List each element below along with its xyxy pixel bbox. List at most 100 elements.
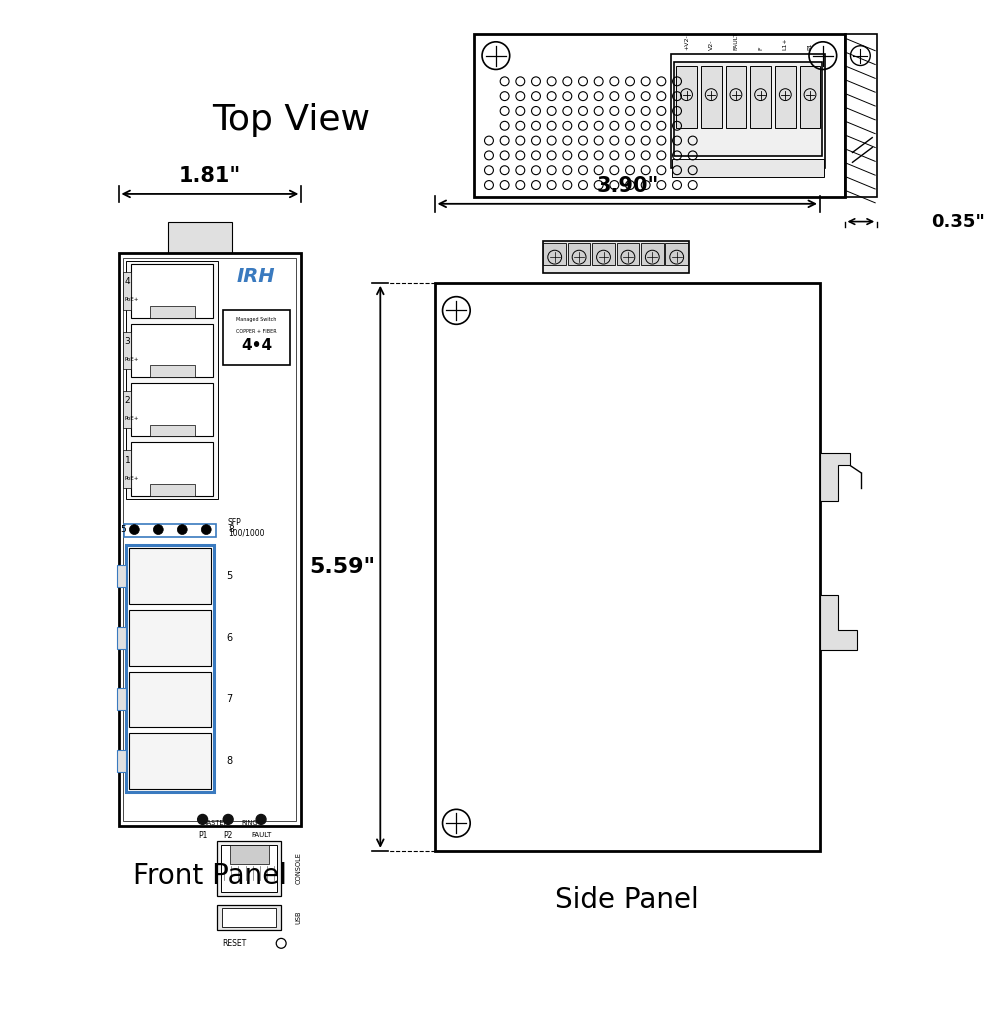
- Text: P2: P2: [224, 830, 233, 840]
- Bar: [701, 67, 722, 128]
- Text: FAULT: FAULT: [734, 32, 739, 50]
- Text: 3.90": 3.90": [596, 176, 658, 196]
- Bar: [799, 67, 820, 128]
- Bar: [131, 264, 213, 317]
- Polygon shape: [116, 688, 126, 711]
- Bar: [726, 67, 746, 128]
- Bar: [641, 244, 664, 265]
- Bar: [434, 283, 820, 851]
- Text: +V2-: +V2-: [684, 34, 689, 50]
- Bar: [131, 383, 213, 436]
- Bar: [123, 451, 131, 487]
- Text: 5: 5: [120, 525, 126, 535]
- Bar: [123, 391, 131, 428]
- Text: COPPER + FIBER: COPPER + FIBER: [237, 329, 276, 334]
- Bar: [168, 221, 233, 253]
- Text: USB: USB: [295, 910, 301, 925]
- Bar: [592, 244, 614, 265]
- Bar: [222, 908, 276, 927]
- Bar: [222, 845, 277, 892]
- Bar: [150, 425, 195, 436]
- Text: FAULT: FAULT: [250, 833, 271, 839]
- Bar: [129, 610, 211, 666]
- Text: PoE+: PoE+: [124, 356, 139, 361]
- Polygon shape: [820, 595, 858, 649]
- Bar: [150, 306, 195, 317]
- Text: 4: 4: [124, 278, 130, 287]
- Bar: [218, 905, 281, 930]
- Bar: [544, 244, 566, 265]
- Text: 1: 1: [124, 456, 130, 465]
- Bar: [568, 244, 590, 265]
- Circle shape: [202, 524, 211, 535]
- Bar: [750, 67, 771, 128]
- Text: MASTER: MASTER: [202, 820, 229, 826]
- Polygon shape: [116, 750, 126, 772]
- Bar: [131, 324, 213, 377]
- Bar: [543, 242, 689, 273]
- Circle shape: [153, 524, 163, 535]
- Text: Front Panel: Front Panel: [133, 861, 287, 890]
- Text: Managed Switch: Managed Switch: [237, 317, 276, 323]
- Bar: [129, 548, 211, 604]
- Text: P1: P1: [807, 42, 812, 50]
- Bar: [123, 332, 131, 369]
- Bar: [123, 258, 296, 821]
- Bar: [129, 672, 211, 727]
- Text: 4•4: 4•4: [241, 338, 272, 353]
- Bar: [666, 244, 688, 265]
- Bar: [616, 244, 639, 265]
- Text: 6: 6: [226, 633, 233, 643]
- Bar: [123, 272, 131, 309]
- Bar: [775, 67, 795, 128]
- Text: RESET: RESET: [222, 939, 247, 948]
- Text: F: F: [758, 46, 763, 50]
- Bar: [674, 61, 822, 156]
- Text: 0.35": 0.35": [931, 213, 985, 230]
- Text: PoE+: PoE+: [124, 475, 139, 480]
- Text: 3: 3: [124, 337, 130, 346]
- Bar: [223, 310, 290, 365]
- Text: Side Panel: Side Panel: [556, 886, 699, 914]
- Text: L1+: L1+: [783, 37, 788, 50]
- Polygon shape: [116, 627, 126, 649]
- Bar: [676, 67, 697, 128]
- Text: 1.81": 1.81": [179, 166, 241, 186]
- Circle shape: [177, 524, 187, 535]
- Circle shape: [198, 814, 208, 824]
- Circle shape: [129, 524, 139, 535]
- Bar: [131, 442, 213, 496]
- Text: 2: 2: [124, 396, 130, 406]
- Text: 8: 8: [226, 756, 233, 766]
- Bar: [230, 845, 268, 863]
- Text: SFP
100/1000: SFP 100/1000: [228, 518, 264, 538]
- Bar: [129, 733, 211, 788]
- Text: P1: P1: [198, 830, 208, 840]
- Bar: [118, 253, 301, 826]
- Bar: [124, 523, 216, 538]
- Circle shape: [256, 814, 266, 824]
- Bar: [218, 841, 281, 896]
- Text: 7: 7: [226, 694, 233, 705]
- Text: 8: 8: [228, 525, 234, 535]
- Polygon shape: [116, 565, 126, 588]
- Text: IRH: IRH: [237, 266, 275, 286]
- Text: 5: 5: [226, 571, 233, 582]
- Text: 5.59": 5.59": [310, 557, 376, 577]
- Polygon shape: [820, 454, 850, 501]
- Text: PoE+: PoE+: [124, 416, 139, 421]
- Bar: [126, 546, 214, 792]
- Bar: [150, 366, 195, 377]
- Bar: [671, 53, 825, 168]
- Text: PoE+: PoE+: [124, 297, 139, 302]
- Bar: [150, 484, 195, 496]
- Text: RING: RING: [242, 820, 257, 826]
- Text: Top View: Top View: [213, 102, 371, 137]
- Text: CONSOLE: CONSOLE: [295, 852, 301, 885]
- Text: V2-: V2-: [709, 39, 714, 50]
- Bar: [672, 159, 824, 177]
- Circle shape: [224, 814, 234, 824]
- Bar: [845, 34, 877, 197]
- Bar: [474, 34, 845, 197]
- Bar: [126, 261, 218, 499]
